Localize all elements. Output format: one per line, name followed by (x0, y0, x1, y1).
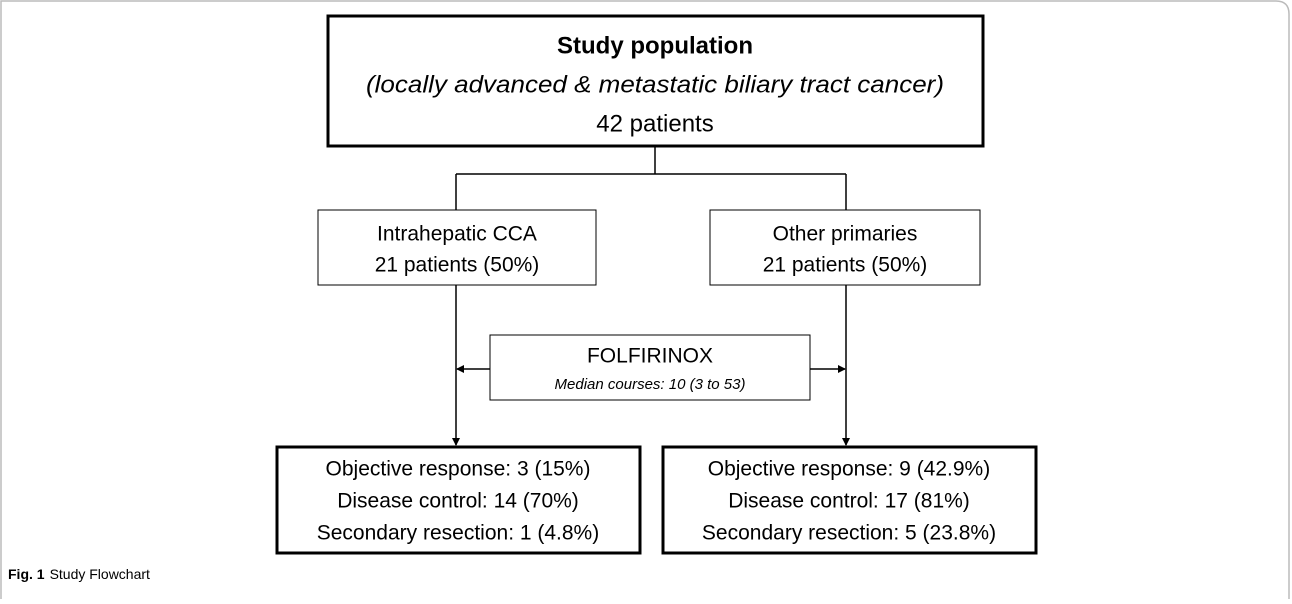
outcome-line: Objective response: 9 (42.9%) (708, 458, 990, 481)
outcome-box (661, 445, 1038, 555)
population-subtitle: (locally advanced & metastatic biliary t… (366, 71, 944, 98)
treatment-label: FOLFIRINOX (587, 345, 713, 368)
outcome-line: Secondary resection: 5 (23.8%) (702, 522, 996, 545)
caption-text: Study Flowchart (50, 566, 150, 582)
group-count: 21 patients (50%) (763, 254, 928, 277)
group-label: Other primaries (773, 223, 918, 246)
outcome-line: Secondary resection: 1 (4.8%) (317, 522, 599, 545)
outcome-line: Disease control: 14 (70%) (337, 490, 579, 513)
group-count: 21 patients (50%) (375, 254, 540, 277)
population-title: Study population (557, 32, 753, 59)
treatment-detail: Median courses: 10 (3 to 53) (555, 376, 746, 393)
outcome-box (275, 445, 642, 555)
group-label: Intrahepatic CCA (377, 223, 537, 246)
treatment-box (489, 334, 811, 401)
group-box (709, 209, 981, 286)
caption: Fig. 1 Study Flowchart (8, 566, 150, 582)
outcome-line: Disease control: 17 (81%) (728, 490, 970, 513)
caption-label: Fig. 1 (8, 566, 45, 582)
population-count: 42 patients (596, 110, 713, 137)
outcome-line: Objective response: 3 (15%) (326, 458, 591, 481)
group-box (317, 209, 597, 286)
connectors (452, 146, 850, 446)
